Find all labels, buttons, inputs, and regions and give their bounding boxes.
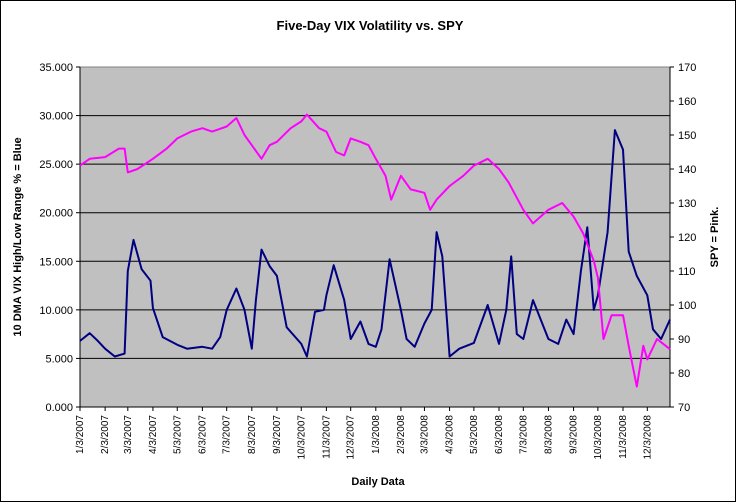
right-tick-label: 150 xyxy=(678,130,696,142)
x-tick-label: 7/3/2007 xyxy=(222,415,233,454)
x-tick-label: 11/3/2007 xyxy=(321,415,332,459)
x-tick-label: 1/3/2008 xyxy=(371,415,382,454)
right-tick-label: 80 xyxy=(678,368,690,380)
x-tick-label: 3/3/2008 xyxy=(419,415,430,454)
x-tick-label: 1/3/2007 xyxy=(75,415,86,454)
plot-area xyxy=(79,66,671,408)
right-tick-label: 110 xyxy=(678,266,696,278)
x-tick-label: 11/3/2008 xyxy=(618,415,629,459)
left-tick-label: 10.000 xyxy=(39,305,73,317)
x-tick-label: 5/3/2007 xyxy=(172,415,183,454)
left-tick-label: 30.000 xyxy=(39,111,73,123)
left-axis: 0.000 5.000 10.000 15.000 20.000 25.000 30.000… xyxy=(39,62,81,414)
x-tick-label: 12/3/2007 xyxy=(346,415,357,460)
y-axis-right-title: SPY = Pink. xyxy=(709,207,721,268)
right-tick-label: 100 xyxy=(678,300,696,312)
x-tick-label: 12/3/2008 xyxy=(642,415,653,460)
x-tick-label: 10/3/2007 xyxy=(296,415,307,460)
x-axis-title: Daily Data xyxy=(351,476,405,488)
left-tick-label: 20.000 xyxy=(39,208,73,220)
right-tick-label: 70 xyxy=(678,402,690,414)
x-tick-label: 8/3/2008 xyxy=(543,415,554,454)
x-tick-label: 7/3/2008 xyxy=(518,415,529,454)
chart-title: Five-Day VIX Volatility vs. SPY xyxy=(277,18,464,33)
left-tick-label: 25.000 xyxy=(39,159,73,171)
grid xyxy=(80,115,670,359)
series-layer xyxy=(79,113,671,388)
x-tick-label: 6/3/2008 xyxy=(494,415,505,454)
vix-range-series-line xyxy=(79,129,671,358)
left-tick-label: 15.000 xyxy=(39,256,73,268)
right-axis: 70 80 90 100 110 120 130 140 150 160 170 xyxy=(669,62,696,414)
right-tick-label: 160 xyxy=(678,96,696,108)
x-tick-label: 3/3/2007 xyxy=(123,415,134,454)
right-tick-label: 120 xyxy=(678,232,696,244)
x-tick-label: 8/3/2007 xyxy=(247,415,258,454)
y-axis-left-title: 10 DMA VIX High/Low Range % = Blue xyxy=(12,137,24,336)
x-tick-label: 4/3/2007 xyxy=(148,415,159,454)
right-tick-label: 130 xyxy=(678,198,696,210)
x-tick-label: 9/3/2008 xyxy=(569,415,580,454)
x-tick-label: 2/3/2007 xyxy=(100,415,111,454)
x-tick-label: 6/3/2007 xyxy=(197,415,208,454)
x-tick-label: 10/3/2008 xyxy=(593,415,604,460)
left-tick-label: 5.000 xyxy=(45,353,73,365)
x-tick-label: 4/3/2008 xyxy=(445,415,456,454)
x-tick-label: 2/3/2008 xyxy=(396,415,407,454)
spy-series-line xyxy=(79,113,671,388)
right-tick-label: 140 xyxy=(678,164,696,176)
x-tick-label: 9/3/2007 xyxy=(272,415,283,454)
left-tick-label: 35.000 xyxy=(39,62,73,74)
x-tick-label: 5/3/2008 xyxy=(469,415,480,454)
right-tick-label: 170 xyxy=(678,62,696,74)
left-tick-label: 0.000 xyxy=(45,402,73,414)
right-tick-label: 90 xyxy=(678,334,690,346)
x-axis: 1/3/2007 2/3/2007 3/3/2007 4/3/2007 5/3/2007… xyxy=(75,406,670,460)
